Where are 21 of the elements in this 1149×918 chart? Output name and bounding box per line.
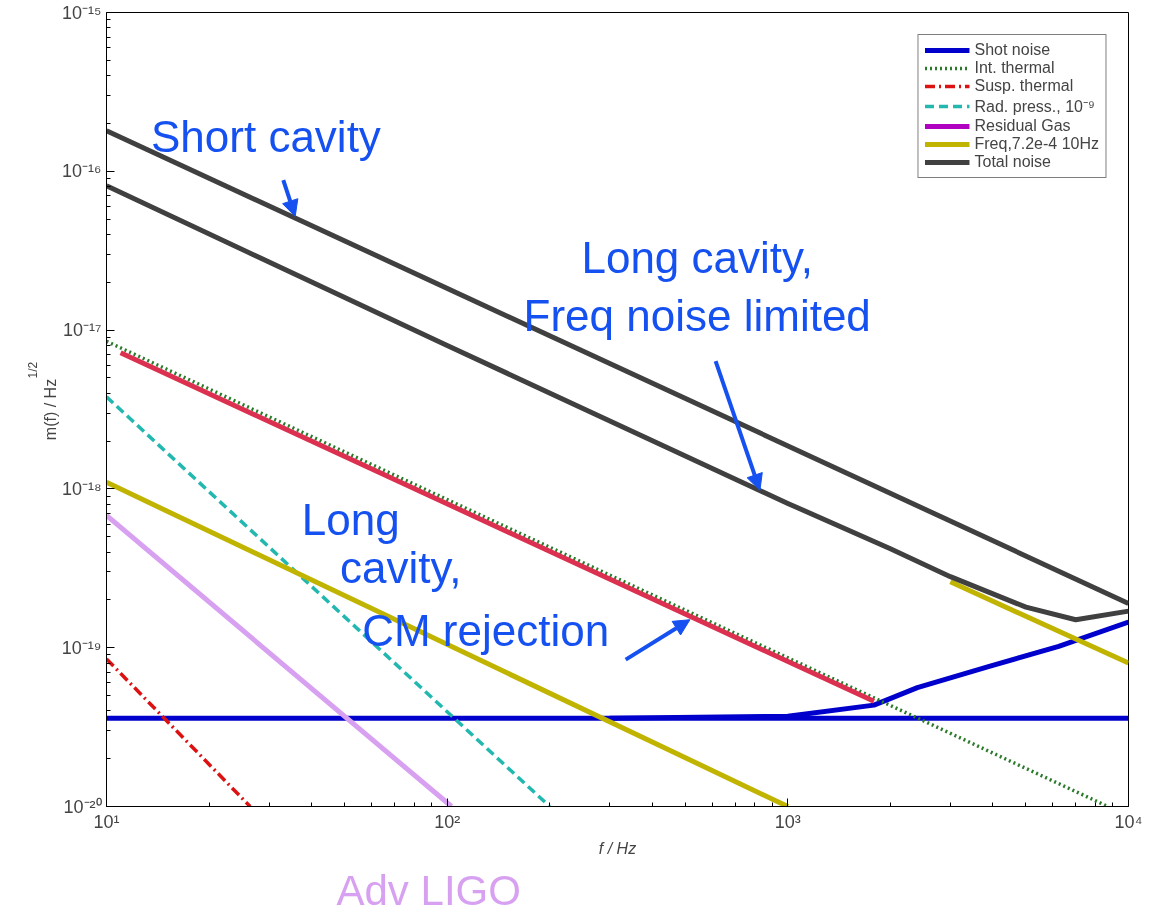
y-axis-title: m(f) / Hz1/2 xyxy=(25,361,59,441)
legend-label: Freq,7.2e-4 10Hz xyxy=(974,135,1099,153)
y-tick-label: 10⁻¹⁸ xyxy=(61,478,102,499)
legend-label: Susp. thermal xyxy=(974,77,1074,95)
x-tick-label: 10³ xyxy=(774,811,801,832)
annotation: Short cavity xyxy=(151,111,381,161)
y-tick-label: 10⁻¹⁷ xyxy=(62,320,102,341)
y-tick-label: 10⁻¹⁵ xyxy=(62,2,102,23)
annotation: Long cavity, Freq noise limited xyxy=(523,233,871,341)
x-tick-label: 10² xyxy=(434,811,461,832)
legend-label: Shot noise xyxy=(974,41,1051,59)
x-axis-title: f / Hz xyxy=(598,839,637,857)
legend-label: Total noise xyxy=(974,153,1051,171)
x-tick-label: 10⁴ xyxy=(1114,811,1143,832)
x-tick-label: 10¹ xyxy=(93,811,120,832)
y-tick-label: 10⁻¹⁶ xyxy=(62,161,102,182)
text: Adv LIGO xyxy=(336,866,521,914)
legend-label: Residual Gas xyxy=(974,117,1071,135)
y-tick-label: 10⁻¹⁹ xyxy=(61,637,102,658)
legend-label: Rad. press., 10⁻⁹ xyxy=(974,97,1095,117)
legend-label: Int. thermal xyxy=(974,59,1055,77)
